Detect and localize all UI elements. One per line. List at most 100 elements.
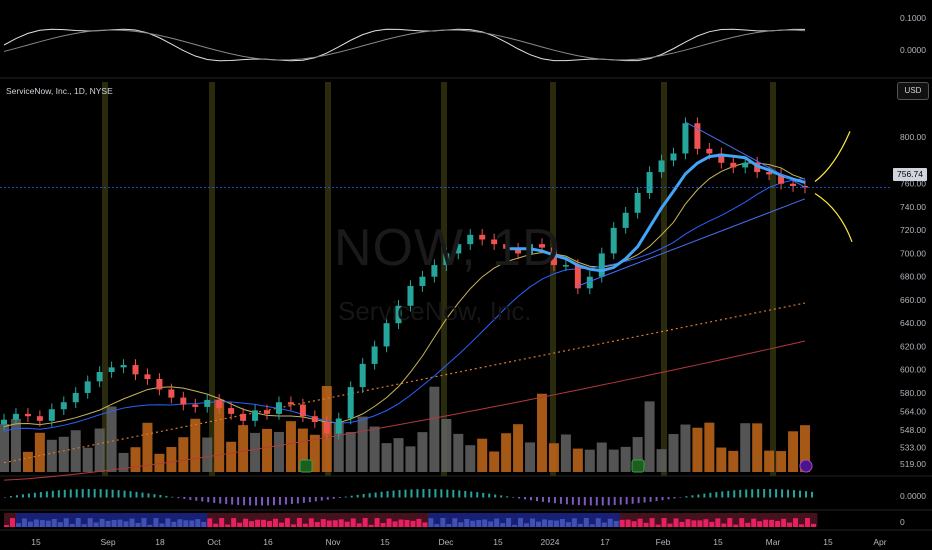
momentum-bar [775,489,778,498]
momentum-bar [589,497,592,506]
bottom-histogram-bar [464,518,470,527]
bottom-histogram-bar [446,524,452,527]
bottom-histogram-bar [380,523,386,527]
candle-body [742,162,749,168]
momentum-bar [530,497,533,501]
volume-bar [740,423,751,472]
bottom-histogram-bar [721,523,727,527]
bottom-histogram-bar [512,524,518,527]
watermark-ticker: NOW, 1D [334,219,561,277]
momentum-bar [290,497,293,505]
volume-bar [548,443,559,472]
bottom-histogram-bar [99,518,105,527]
candle-body [586,276,593,289]
bottom-histogram-cell [237,513,244,527]
bottom-histogram-bar [805,518,810,527]
time-tick-label: 15 [823,537,833,547]
momentum-bar [649,497,652,502]
volume-bar [106,406,117,472]
volume-bar [405,446,416,472]
momentum-bar [434,489,437,498]
price-tick-label: 519.00 [900,459,926,469]
bottom-histogram-cell [709,513,716,527]
momentum-bar [69,489,72,498]
candle-body [323,422,330,434]
bottom-histogram-bar [39,520,45,527]
currency-button[interactable]: USD [897,82,929,100]
highlight-band [325,82,331,476]
volume-bar [238,425,249,472]
bottom-histogram-cell [775,513,782,527]
bottom-histogram-bar [452,518,458,527]
bottom-histogram-cell [27,513,35,527]
bottom-histogram-bar [183,520,189,527]
momentum-bar [195,497,198,501]
volume-bar [656,449,667,472]
momentum-bar [105,489,108,498]
volume-bar [345,431,356,472]
momentum-bar [661,497,664,501]
bottom-histogram-bar [751,518,757,527]
highlight-band [441,82,447,476]
candle-body [670,153,677,161]
candle-body [299,404,306,417]
highlight-band [102,82,108,476]
sma-line [3,162,806,428]
bottom-histogram-bar [589,524,595,527]
price-tick-label: 700.00 [900,248,926,258]
bottom-histogram-bar [769,519,775,527]
candle-body [503,244,510,249]
momentum-bar [33,492,36,498]
oscillator-line [3,28,806,62]
volume-bar [94,428,105,472]
bottom-histogram-cell [536,513,543,527]
candle-body [718,153,725,163]
momentum-bar [153,494,156,498]
ema-line [3,177,806,432]
bottom-histogram-bar [458,522,464,527]
momentum-bar [787,489,790,498]
candle-body [658,160,665,173]
bottom-histogram-cell [434,513,441,527]
momentum-bar [380,491,383,498]
bottom-histogram-bar [810,523,816,527]
volume-bar [214,399,225,472]
highlight-band [550,82,556,476]
bottom-histogram-cell [476,513,483,527]
candle-body [192,404,199,407]
price-tick-label: 600.00 [900,365,926,375]
momentum-bar [799,490,802,498]
bottom-histogram-bar [237,522,243,527]
bottom-histogram-cell [446,513,453,527]
momentum-bar [679,497,682,498]
earnings-marker-icon [631,459,645,473]
momentum-bar [15,495,18,498]
bottom-histogram-bar [4,525,9,527]
candle-body [168,389,175,398]
price-tick-label: 740.00 [900,202,926,212]
bottom-histogram-cell [201,513,208,527]
momentum-bar [733,490,736,498]
volume-bar [704,422,715,472]
bottom-histogram-bar [326,520,332,527]
candle-body [359,363,366,388]
bottom-histogram-cell [631,513,639,527]
momentum-bar [745,489,748,498]
candle-body [407,286,414,306]
candle-body [84,381,91,393]
candle-body [515,248,522,254]
price-tick-label: 564.00 [900,407,926,417]
long-moving-average [3,340,806,481]
time-tick-label: Dec [438,537,454,547]
bottom-histogram-bar [153,518,159,527]
time-tick-label: Apr [873,537,886,547]
momentum-bar [452,489,455,498]
bottom-histogram-bar [87,518,93,527]
volume-bar [58,436,69,472]
momentum-bar [709,492,712,498]
bottom-histogram-bar [488,521,494,527]
bottom-histogram-bar [440,518,446,527]
candle-body [204,399,211,407]
bottom-histogram-bar [207,518,213,527]
momentum-bar [559,497,562,504]
